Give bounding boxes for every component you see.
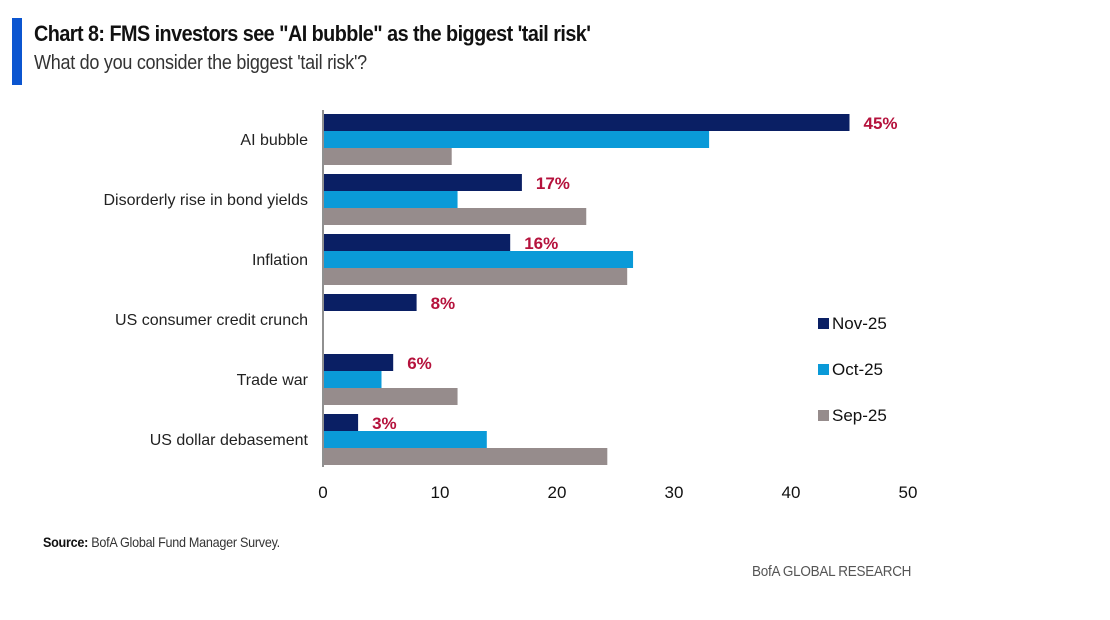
category-label: US consumer credit crunch	[115, 312, 308, 329]
legend-swatch-oct-25	[818, 364, 829, 375]
bar-sep-25	[324, 208, 587, 225]
x-tick-label: 30	[665, 483, 684, 502]
bar-oct-25	[324, 371, 382, 388]
bar-sep-25	[324, 388, 458, 405]
chart-subtitle: What do you consider the biggest 'tail r…	[34, 52, 367, 74]
chart-title: Chart 8: FMS investors see "AI bubble" a…	[34, 21, 591, 46]
bar-nov-25	[324, 114, 850, 131]
bar-nov-25	[324, 234, 511, 251]
category-label: US dollar debasement	[150, 432, 309, 449]
category-label: Inflation	[252, 252, 308, 269]
bar-nov-25	[324, 174, 522, 191]
data-label: 3%	[372, 414, 397, 433]
legend-swatch-nov-25	[818, 318, 829, 329]
x-tick-label: 20	[548, 483, 567, 502]
legend-label: Oct-25	[832, 360, 883, 379]
legend-label: Sep-25	[832, 406, 887, 425]
bar-oct-25	[324, 191, 458, 208]
title-accent-bar	[12, 18, 22, 85]
x-tick-label: 50	[899, 483, 918, 502]
bar-sep-25	[324, 448, 608, 465]
bar-oct-25	[324, 431, 487, 448]
bar-nov-25	[324, 294, 417, 311]
bar-sep-25	[324, 268, 628, 285]
x-tick-label: 10	[431, 483, 450, 502]
source-note: Source: BofA Global Fund Manager Survey.	[43, 534, 280, 550]
source-label: Source:	[43, 534, 89, 550]
category-label: Disorderly rise in bond yields	[103, 192, 308, 209]
bar-sep-25	[324, 148, 452, 165]
bar-oct-25	[324, 131, 710, 148]
data-label: 8%	[431, 294, 456, 313]
data-label: 45%	[864, 114, 898, 133]
x-tick-label: 40	[782, 483, 801, 502]
x-tick-label: 0	[318, 483, 327, 502]
category-label: Trade war	[237, 372, 309, 389]
data-label: 6%	[407, 354, 432, 373]
data-label: 17%	[536, 174, 570, 193]
source-text: BofA Global Fund Manager Survey.	[88, 534, 280, 550]
bar-oct-25	[324, 251, 634, 268]
bar-nov-25	[324, 354, 394, 371]
brand-label: BofA GLOBAL RESEARCH	[752, 563, 912, 580]
data-label: 16%	[524, 234, 558, 253]
legend-label: Nov-25	[832, 314, 887, 333]
bar-nov-25	[324, 414, 359, 431]
legend-swatch-sep-25	[818, 410, 829, 421]
category-label: AI bubble	[240, 132, 308, 149]
